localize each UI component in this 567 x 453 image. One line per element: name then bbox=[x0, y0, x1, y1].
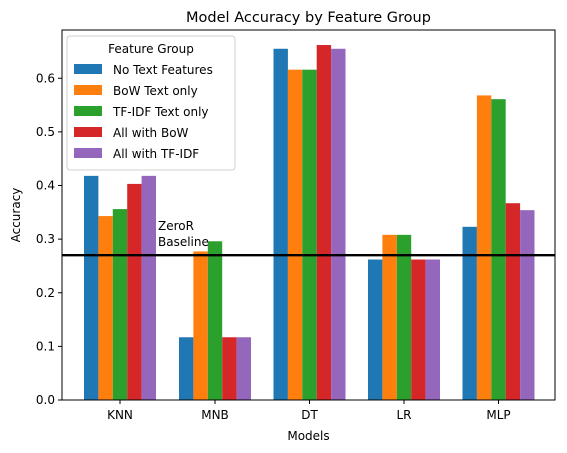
bar-mlp-all-with-bow bbox=[505, 203, 521, 400]
bar-dt-all-with-tf-idf bbox=[331, 48, 346, 401]
legend-swatch bbox=[74, 148, 102, 158]
bar-mnb-tf-idf-text-only bbox=[207, 241, 223, 400]
bars-group bbox=[84, 45, 535, 401]
bar-dt-bow-text-only bbox=[287, 69, 303, 401]
bar-mlp-bow-text-only bbox=[476, 95, 492, 401]
y-tick-label: 0.3 bbox=[36, 232, 55, 246]
bar-knn-no-text-features bbox=[84, 175, 99, 400]
bar-knn-tf-idf-text-only bbox=[112, 209, 128, 400]
y-tick-label: 0.2 bbox=[36, 286, 55, 300]
bar-mnb-bow-text-only bbox=[193, 251, 208, 400]
y-axis-ticks: 0.0 0.1 0.2 0.3 0.4 0.5 0.6 bbox=[36, 71, 62, 407]
legend: Feature Group No Text Features BoW Text o… bbox=[66, 35, 236, 171]
x-tick-label-lr: LR bbox=[396, 408, 411, 422]
bar-lr-no-text-features bbox=[368, 259, 383, 400]
bar-mlp-all-with-tf-idf bbox=[520, 210, 535, 400]
legend-swatch bbox=[74, 106, 102, 116]
y-tick-label: 0.4 bbox=[36, 179, 55, 193]
bar-mnb-all-with-tf-idf bbox=[236, 337, 251, 400]
bar-knn-bow-text-only bbox=[98, 216, 113, 400]
plot-area-frame bbox=[61, 29, 556, 401]
bar-knn-all-with-bow bbox=[127, 183, 142, 400]
x-axis-ticks: KNN MNB DT LR MLP bbox=[107, 400, 511, 422]
y-tick-label: 0.5 bbox=[36, 125, 55, 139]
y-tick-label: 0.1 bbox=[36, 339, 55, 353]
legend-swatch bbox=[74, 127, 102, 137]
bar-dt-all-with-bow bbox=[316, 45, 332, 400]
x-tick-label-mnb: MNB bbox=[201, 408, 229, 422]
legend-swatch bbox=[74, 85, 102, 95]
bar-mnb-no-text-features bbox=[179, 337, 194, 400]
baseline-label-zeror: ZeroR bbox=[158, 219, 194, 233]
x-tick-label-mlp: MLP bbox=[486, 408, 510, 422]
legend-items: No Text Features BoW Text only TF-IDF Text… bbox=[74, 63, 213, 161]
y-axis-label: Accuracy bbox=[9, 188, 23, 243]
bar-lr-all-with-bow bbox=[411, 259, 426, 400]
bar-dt-no-text-features bbox=[273, 48, 288, 401]
chart-title: Model Accuracy by Feature Group bbox=[186, 10, 431, 26]
legend-title: Feature Group bbox=[108, 42, 194, 56]
bar-mlp-tf-idf-text-only bbox=[491, 99, 506, 401]
bar-mnb-all-with-bow bbox=[222, 337, 237, 400]
bar-lr-tf-idf-text-only bbox=[396, 234, 412, 400]
y-tick-label: 0.6 bbox=[36, 71, 55, 85]
x-tick-label-dt: DT bbox=[301, 408, 318, 422]
bar-lr-bow-text-only bbox=[382, 234, 397, 400]
bar-mlp-no-text-features bbox=[462, 226, 477, 400]
legend-label: BoW Text only bbox=[113, 84, 198, 98]
legend-label: TF-IDF Text only bbox=[112, 105, 209, 119]
x-tick-label-knn: KNN bbox=[107, 408, 133, 422]
legend-box bbox=[66, 35, 236, 171]
legend-swatch bbox=[74, 64, 102, 74]
legend-label: All with TF-IDF bbox=[113, 147, 199, 161]
x-axis-label: Models bbox=[287, 429, 329, 443]
baseline-label-baseline: Baseline bbox=[158, 235, 209, 249]
bar-knn-all-with-tf-idf bbox=[141, 175, 156, 400]
bar-dt-tf-idf-text-only bbox=[302, 69, 317, 401]
y-tick-label: 0.0 bbox=[36, 393, 55, 407]
bar-lr-all-with-tf-idf bbox=[425, 259, 440, 400]
legend-label: No Text Features bbox=[113, 63, 213, 77]
legend-label: All with BoW bbox=[113, 126, 189, 140]
